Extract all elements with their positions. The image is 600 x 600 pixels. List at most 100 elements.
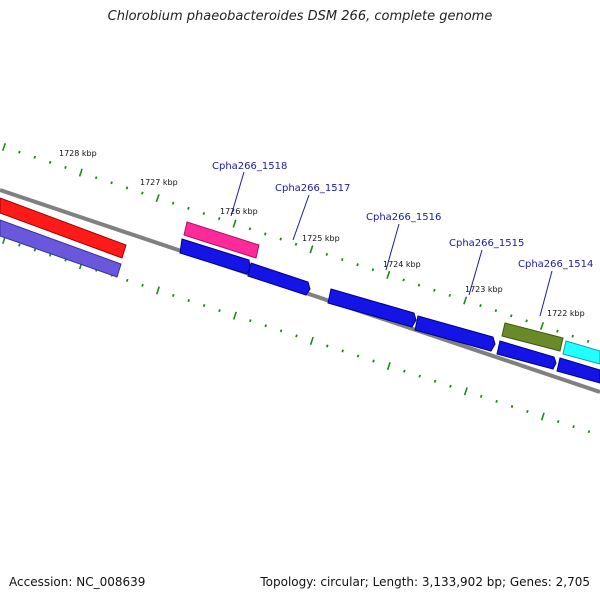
outer-minor-tick bbox=[279, 237, 282, 241]
outer-major-tick bbox=[1, 142, 7, 152]
inner-minor-tick bbox=[202, 304, 206, 308]
inner-minor-tick bbox=[510, 404, 514, 408]
feature-blue-cpha266-1517 bbox=[247, 262, 311, 296]
gene-label-leaders bbox=[230, 171, 553, 317]
outer-minor-tick bbox=[294, 242, 298, 246]
inner-minor-tick bbox=[125, 278, 129, 282]
kbp-label-1726: 1726 kbp bbox=[220, 207, 258, 216]
outer-minor-tick bbox=[94, 176, 98, 180]
inner-minor-tick bbox=[33, 248, 37, 252]
kbp-label-1728: 1728 kbp bbox=[59, 149, 97, 158]
feature-blue-3 bbox=[556, 357, 600, 384]
inner-minor-tick bbox=[18, 243, 21, 247]
inner-major-tick bbox=[155, 286, 160, 295]
inner-minor-tick bbox=[249, 319, 252, 323]
inner-minor-tick bbox=[172, 293, 175, 297]
outer-major-tick bbox=[386, 270, 391, 279]
outer-minor-tick bbox=[586, 339, 590, 343]
feature-blue-cpha266-1516 bbox=[327, 288, 417, 328]
outer-minor-tick bbox=[248, 227, 252, 231]
inner-minor-tick bbox=[587, 430, 591, 434]
feature-purple bbox=[0, 219, 122, 278]
outer-minor-tick bbox=[202, 212, 206, 215]
leader-cpha266-1515 bbox=[468, 249, 483, 296]
outer-major-tick bbox=[539, 321, 545, 331]
gene-label-cpha266-1516: Cpha266_1516 bbox=[366, 212, 441, 223]
feature-olive-cpha266-1514 bbox=[501, 322, 564, 352]
outer-minor-tick bbox=[417, 283, 421, 287]
outer-minor-tick bbox=[433, 288, 436, 292]
outer-minor-tick bbox=[217, 217, 221, 221]
inner-minor-tick bbox=[449, 384, 452, 388]
inner-minor-tick bbox=[48, 253, 52, 257]
inner-major-tick bbox=[309, 336, 314, 345]
inner-minor-tick bbox=[187, 299, 190, 303]
feature-cyan bbox=[562, 340, 600, 365]
outer-major-tick bbox=[232, 219, 237, 228]
map-title: Chlorobium phaeobacteroides DSM 266, com… bbox=[107, 9, 493, 24]
accession-label: Accession: NC_008639 bbox=[9, 575, 146, 589]
inner-minor-tick bbox=[479, 394, 483, 398]
outer-minor-tick bbox=[18, 150, 21, 154]
outer-major-tick bbox=[78, 168, 83, 177]
inner-minor-tick bbox=[433, 379, 437, 383]
gene-label-cpha266-1514: Cpha266_1514 bbox=[518, 259, 593, 270]
inner-minor-tick bbox=[495, 399, 498, 403]
inner-minor-tick bbox=[341, 349, 344, 353]
inner-minor-tick bbox=[141, 283, 144, 287]
inner-minor-tick bbox=[372, 359, 375, 363]
outer-minor-tick bbox=[187, 206, 190, 210]
kbp-label-1727: 1727 kbp bbox=[140, 178, 178, 187]
feature-red bbox=[0, 197, 127, 259]
leader-cpha266-1518 bbox=[230, 171, 245, 217]
outer-minor-tick bbox=[171, 201, 175, 205]
outer-minor-tick bbox=[110, 181, 113, 185]
inner-minor-tick bbox=[526, 410, 529, 413]
outer-minor-tick bbox=[571, 334, 574, 338]
leader-cpha266-1516 bbox=[385, 223, 400, 271]
inner-minor-tick bbox=[279, 329, 283, 333]
kbp-label-1725: 1725 kbp bbox=[302, 234, 340, 243]
outer-minor-tick bbox=[325, 252, 329, 256]
inner-minor-tick bbox=[218, 309, 221, 313]
outer-minor-tick bbox=[64, 165, 67, 169]
outer-minor-tick bbox=[33, 155, 37, 159]
gene-label-cpha266-1515: Cpha266_1515 bbox=[449, 238, 524, 249]
gene-label-cpha266-1517: Cpha266_1517 bbox=[275, 183, 350, 194]
outer-minor-tick bbox=[448, 293, 452, 297]
topology-label: Topology: circular; Length: 3,133,902 bp… bbox=[260, 575, 590, 589]
outer-minor-tick bbox=[371, 268, 375, 272]
outer-minor-tick bbox=[264, 232, 267, 236]
inner-minor-tick bbox=[295, 334, 298, 338]
inner-major-tick bbox=[232, 311, 237, 320]
inner-minor-tick bbox=[556, 420, 560, 424]
inner-major-tick bbox=[386, 362, 391, 371]
outer-major-tick bbox=[309, 245, 314, 254]
outer-minor-tick bbox=[141, 191, 144, 195]
outer-minor-tick bbox=[509, 314, 513, 318]
outer-minor-tick bbox=[402, 278, 405, 282]
kbp-label-1723: 1723 kbp bbox=[465, 285, 503, 294]
inner-minor-tick bbox=[418, 374, 421, 378]
outer-minor-tick bbox=[48, 160, 52, 164]
outer-tick-track bbox=[1, 142, 590, 343]
feature-blue-cpha266-1515 bbox=[414, 315, 496, 352]
inner-minor-tick bbox=[572, 425, 575, 429]
inner-minor-tick bbox=[326, 344, 329, 348]
outer-minor-tick bbox=[494, 309, 498, 313]
leader-cpha266-1517 bbox=[292, 194, 310, 241]
inner-major-tick bbox=[463, 387, 468, 396]
inner-minor-tick bbox=[356, 354, 360, 358]
outer-minor-tick bbox=[340, 258, 344, 262]
inner-minor-tick bbox=[264, 324, 267, 328]
feature-blue-2 bbox=[496, 340, 557, 370]
outer-minor-tick bbox=[125, 186, 129, 190]
inner-minor-tick bbox=[403, 369, 406, 373]
outer-minor-tick bbox=[525, 319, 528, 323]
outer-major-tick bbox=[155, 194, 160, 203]
feature-magenta-cpha266-1518 bbox=[183, 221, 260, 259]
outer-minor-tick bbox=[356, 263, 359, 267]
kbp-label-1722: 1722 kbp bbox=[547, 309, 585, 318]
feature-blue-1 bbox=[179, 238, 251, 275]
